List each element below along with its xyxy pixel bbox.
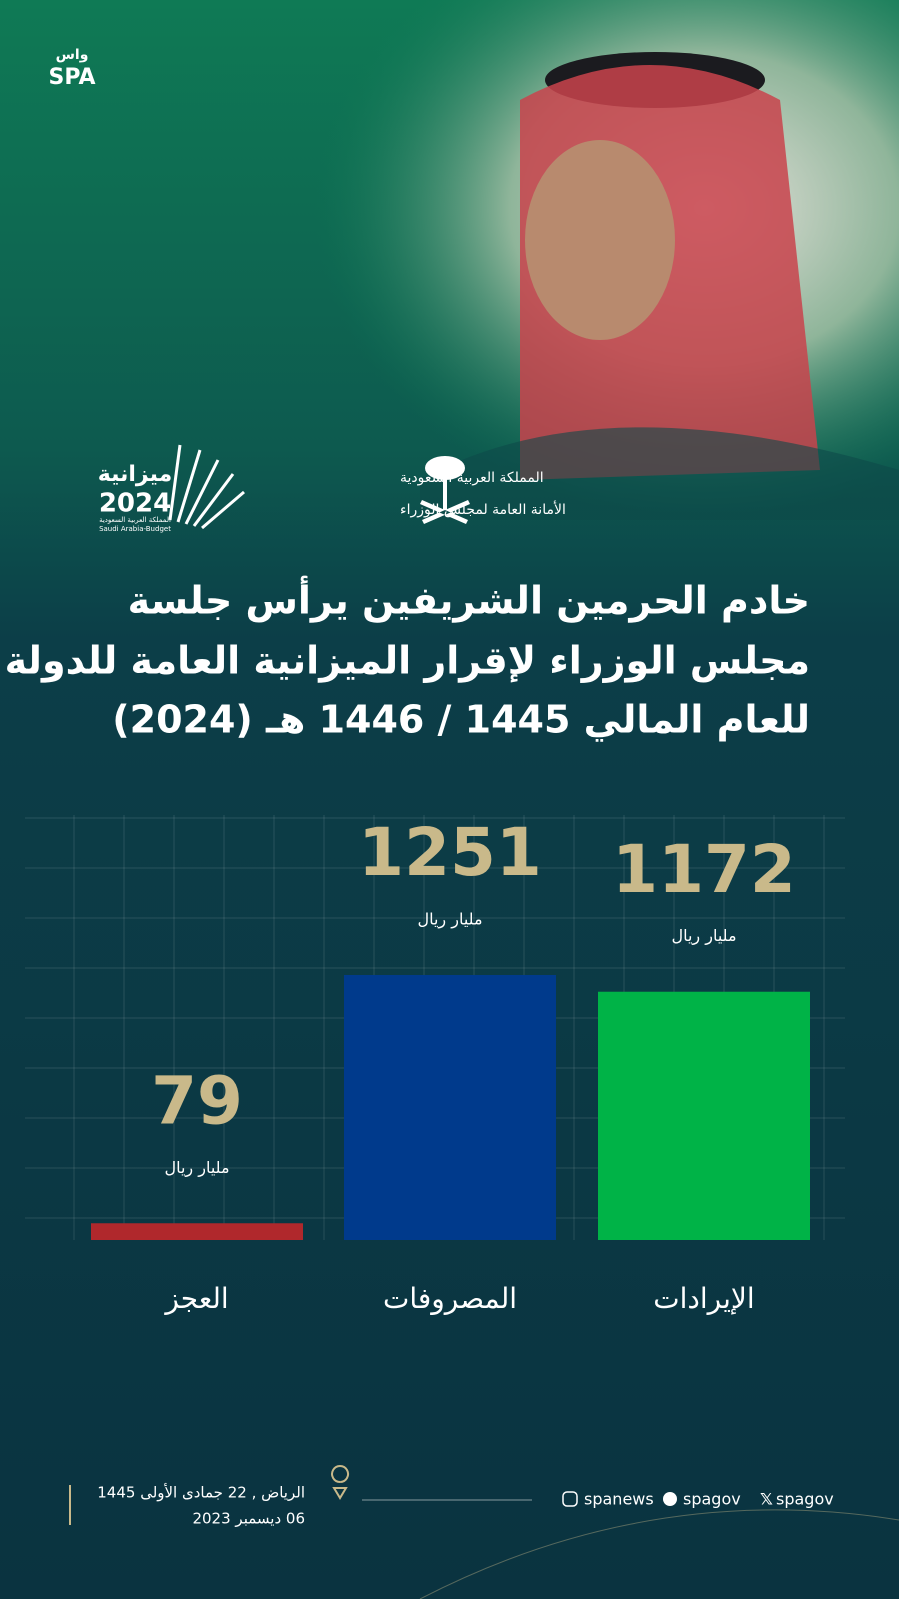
logo-mark: واس xyxy=(56,47,89,63)
logo: SPA xyxy=(49,65,96,90)
unit-label: مليار ريال xyxy=(671,926,736,946)
title-line: للعام المالي 1445 / 1446 هـ (2024) xyxy=(112,698,810,743)
budget-year: 2024 xyxy=(99,489,171,519)
category-label: العجز xyxy=(163,1282,228,1315)
social-handle[interactable]: spanews xyxy=(584,1490,654,1509)
bar xyxy=(598,991,810,1240)
unit-label: مليار ريال xyxy=(164,1158,229,1178)
x-icon: 𝕏 xyxy=(760,1490,773,1509)
decor-curve xyxy=(419,1509,899,1599)
category-label: الإيرادات xyxy=(653,1282,754,1315)
category-label: المصروفات xyxy=(383,1282,517,1315)
social-handle[interactable]: spagov xyxy=(683,1490,741,1509)
budget-country: المملكة العربية السعودية xyxy=(99,516,171,524)
budget-title: ميزانية xyxy=(98,462,172,487)
saudi-emblem xyxy=(420,456,470,524)
snapchat-icon xyxy=(663,1492,677,1506)
value-label: 1251 xyxy=(358,814,542,891)
bar xyxy=(344,975,556,1240)
title-line: خادم الحرمين الشريفين يرأس جلسة xyxy=(128,576,810,624)
value-label: 79 xyxy=(151,1062,243,1139)
social-handle[interactable]: spagov xyxy=(776,1490,834,1509)
budget-en: Saudi Arabia-Budget xyxy=(99,525,171,533)
bar-chart: 1172 مليار ريال الإيرادات 1251 مليار ريال الم… xyxy=(91,814,810,1315)
unit-label: مليار ريال xyxy=(417,910,482,930)
kingdom-name: المملكة العربية السعودية xyxy=(400,470,544,486)
bar xyxy=(91,1223,303,1240)
budget-emblem xyxy=(168,444,245,530)
photo-face xyxy=(525,140,675,340)
instagram-icon xyxy=(562,1491,578,1507)
location-icon xyxy=(331,1465,349,1500)
photo-fade xyxy=(420,427,899,520)
title-line: مجلس الوزراء لإقرار الميزانية العامة للد… xyxy=(5,639,810,684)
footer-gregorian-date: 06 ديسمبر 2023 xyxy=(192,1510,305,1528)
footer-hijri-date: الرياض , 22 جمادى الأولى 1445 xyxy=(97,1483,305,1502)
value-label: 1172 xyxy=(612,831,796,908)
